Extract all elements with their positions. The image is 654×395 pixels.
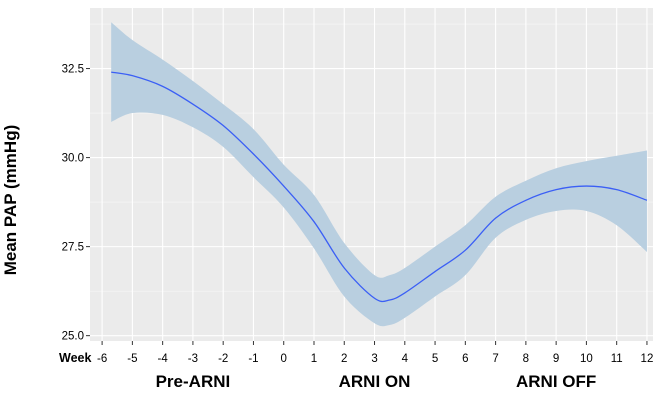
x-tick-label: -4 xyxy=(158,353,169,365)
y-axis-title-text: Mean PAP (mmHg) xyxy=(1,124,20,276)
x-tick-label: -1 xyxy=(248,353,258,365)
x-tick-label: 12 xyxy=(641,353,654,365)
y-axis-title: Mean PAP (mmHg) xyxy=(1,125,31,276)
x-tick-label: 7 xyxy=(492,353,498,365)
y-tick-label: 32.5 xyxy=(62,64,84,76)
mean-pap-line xyxy=(111,71,648,303)
x-tick-label: -3 xyxy=(188,353,198,365)
x-tick-label: 3 xyxy=(371,353,377,365)
x-axis-prefix: Week xyxy=(59,351,91,365)
y-tick-label: 27.5 xyxy=(62,242,84,254)
y-tick-label: 30.0 xyxy=(62,153,84,165)
y-tick-label: 25.0 xyxy=(62,331,84,343)
phase-label: ARNI OFF xyxy=(515,372,597,391)
phase-label: ARNI ON xyxy=(338,372,411,391)
trend-line-layer xyxy=(111,71,648,303)
x-tick-label: 11 xyxy=(611,353,623,365)
y-axis: 25.0 27.5 30.0 32.5 xyxy=(62,64,90,343)
x-tick-label: -2 xyxy=(218,353,228,365)
x-tick-label: 2 xyxy=(341,353,347,365)
x-axis: Week -6 -5 -4 -3 -2 -1 0 1 2 3 4 5 6 7 8 9 10 11 12 xyxy=(59,341,653,365)
x-tick-label: -6 xyxy=(97,353,107,365)
phase-label: Pre-ARNI xyxy=(155,372,231,391)
x-tick-label: 9 xyxy=(553,353,559,365)
x-tick-label: 6 xyxy=(462,353,468,365)
x-tick-label: 8 xyxy=(523,353,529,365)
x-tick-label: 4 xyxy=(402,353,409,365)
x-tick-label: 1 xyxy=(311,353,317,365)
x-tick-label: -5 xyxy=(127,353,137,365)
x-tick-label: 10 xyxy=(580,353,593,365)
x-tick-label: 0 xyxy=(281,353,287,365)
x-tick-label: 5 xyxy=(432,353,438,365)
